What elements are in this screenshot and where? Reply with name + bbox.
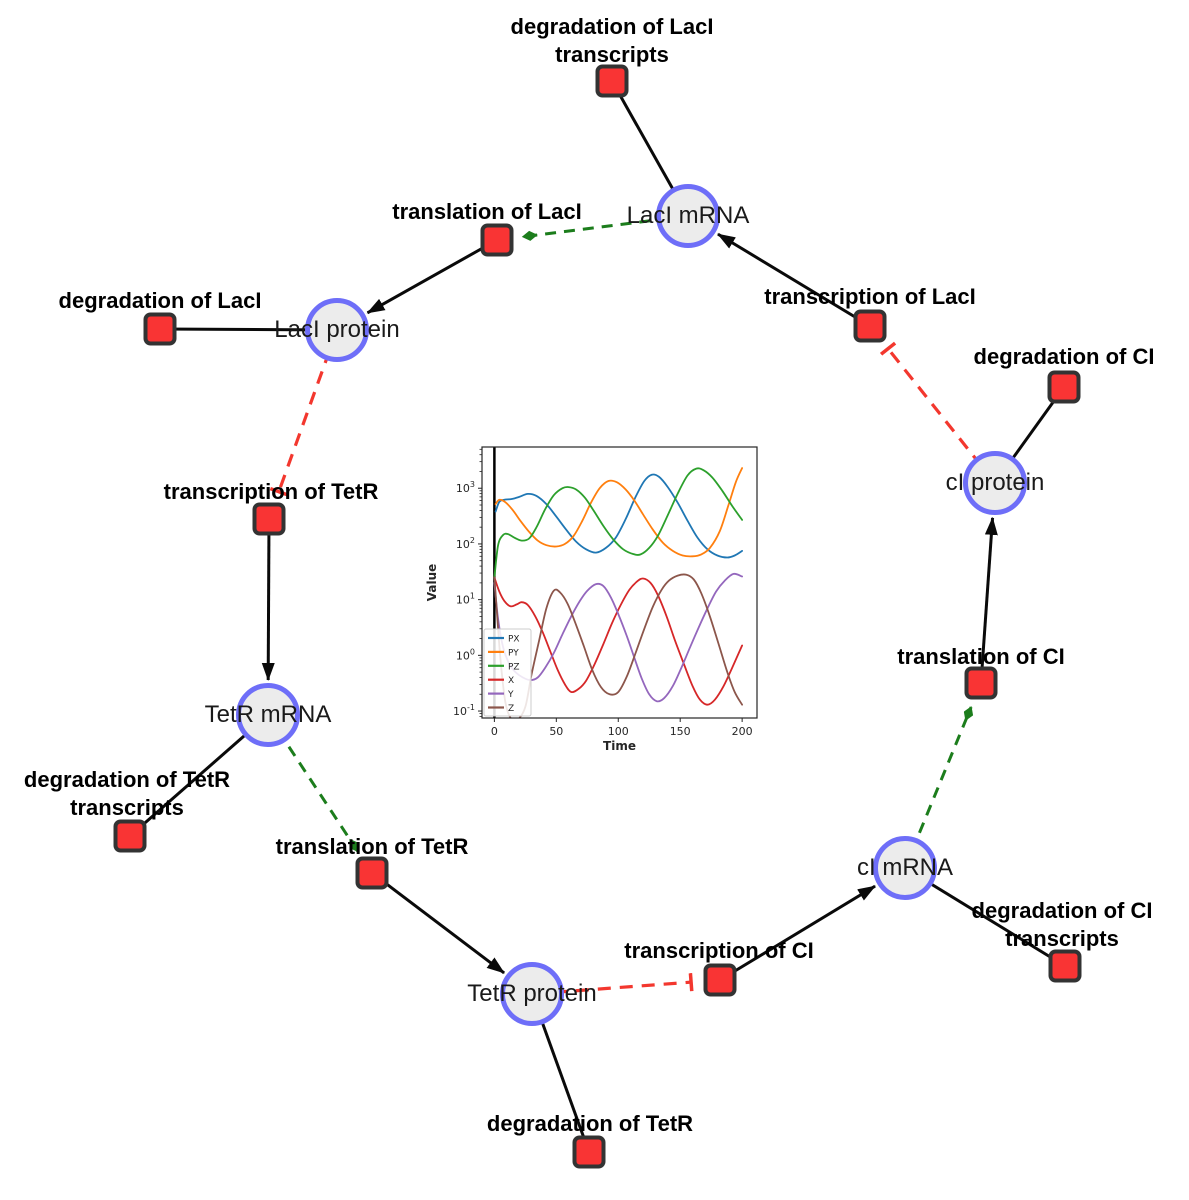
- series-PZ: [493, 467, 743, 579]
- deg_ci_tx-label-line: degradation of CI: [971, 898, 1153, 923]
- series-X: [493, 576, 743, 706]
- x-tick-label: 50: [549, 725, 563, 738]
- x-axis-title: Time: [603, 739, 636, 753]
- deg_ci-node: [1047, 370, 1081, 404]
- deg_ci-label: degradation of CI: [974, 343, 1155, 371]
- laci_protein-node: [305, 298, 369, 362]
- legend-label: PZ: [508, 662, 520, 672]
- laci_mrna-node: [656, 184, 720, 248]
- tetr_protein-node: [500, 962, 564, 1026]
- tx_laci-label: transcription of LacI: [764, 283, 975, 311]
- ci_protein-node: [963, 451, 1027, 515]
- tetr_mrna-node: [236, 683, 300, 747]
- tetr_protein-label: TetR protein: [467, 980, 597, 1007]
- x-tick-label: 200: [732, 725, 753, 738]
- tx_tetr-label: transcription of TetR: [164, 478, 379, 506]
- deg_laci_tx-label-line: transcripts: [555, 42, 669, 67]
- deg_ci_tx-label-line: transcripts: [1005, 926, 1119, 951]
- deg_tetr_tx-label: degradation of TetR transcripts: [24, 766, 230, 822]
- y-axis-title: Value: [425, 564, 439, 602]
- transl_laci-node: [480, 223, 514, 257]
- deg_ci_tx-node: [1048, 949, 1082, 983]
- series-Y: [493, 572, 743, 703]
- transl_ci-node: [964, 666, 998, 700]
- series-Z: [493, 573, 743, 718]
- deg_tetr_tx-node: [113, 819, 147, 853]
- deg_laci_tx-node: [595, 64, 629, 98]
- deg_tetr-node: [572, 1135, 606, 1169]
- deg_laci_tx-label-line: degradation of LacI: [510, 14, 714, 39]
- chart-legend: PX PY PZ XYZ: [483, 628, 532, 717]
- inset-chart: 0 50 100 150 20010-1100101102103TimeValuePXP…: [425, 446, 758, 753]
- deg_laci_tx-label: degradation of LacI transcripts: [511, 13, 714, 69]
- edge-product-tx_ci-ci_mrna: [719, 884, 876, 982]
- y-tick-label: 101: [456, 592, 475, 607]
- y-tick-label: 103: [456, 480, 475, 495]
- x-tick-label: 150: [670, 725, 691, 738]
- tetr_mrna-label: TetR mRNA: [204, 701, 332, 728]
- transl_tetr-node: [355, 856, 389, 890]
- tx_laci-node: [853, 309, 887, 343]
- deg_ci_tx-label: degradation of CI transcripts: [972, 897, 1153, 953]
- edge-product-tx_laci-laci_mrna: [717, 232, 871, 328]
- ci_protein-label: cI protein: [945, 469, 1045, 496]
- y-tick-label: 100: [456, 647, 475, 662]
- transl_tetr-label-line: translation of TetR: [275, 834, 469, 859]
- deg_ci-label-line: degradation of CI: [973, 344, 1155, 369]
- x-tick-label: 100: [608, 725, 629, 738]
- tx_ci-node: [703, 963, 737, 997]
- transl_tetr-label: translation of TetR: [276, 833, 469, 861]
- ci_mrna-node: [873, 836, 937, 900]
- tx_ci-label: transcription of CI: [624, 937, 813, 965]
- deg_laci-node: [143, 312, 177, 346]
- transl_ci-label: translation of CI: [897, 643, 1064, 671]
- deg_tetr_tx-label-line: transcripts: [70, 795, 184, 820]
- deg_tetr-label: degradation of TetR: [487, 1110, 693, 1138]
- edge-product-transl_ci-ci_protein: [979, 516, 998, 684]
- edge-product-transl_tetr-tetr_protein: [371, 871, 505, 975]
- tx_laci-label-line: transcription of LacI: [764, 284, 976, 309]
- deg_tetr-label-line: degradation of TetR: [486, 1111, 694, 1136]
- laci_protein-label: LacI protein: [274, 316, 400, 343]
- tx_tetr-node: [252, 502, 286, 536]
- chart-series-group: [493, 447, 743, 718]
- ci_mrna-label: cI mRNA: [857, 854, 953, 881]
- deg_tetr_tx-label-line: degradation of TetR: [23, 767, 231, 792]
- deg_laci-label: degradation of LacI: [59, 287, 262, 315]
- series-PY: [494, 467, 743, 558]
- series-PX: [494, 473, 743, 559]
- legend-label: X: [508, 676, 514, 686]
- legend-label: PY: [508, 648, 519, 658]
- tx_ci-label-line: transcription of CI: [624, 938, 814, 963]
- x-tick-label: 0: [491, 725, 498, 738]
- edges-group: [129, 80, 1066, 1153]
- legend-label: PX: [508, 635, 520, 645]
- y-tick-label: 10-1: [453, 703, 475, 718]
- transl_laci-label-line: translation of LacI: [392, 199, 582, 224]
- edge-product-transl_laci-laci_protein: [366, 238, 498, 315]
- legend-label: Y: [507, 690, 514, 700]
- edge-product-tx_tetr-tetr_mrna: [261, 518, 275, 682]
- transl_ci-label-line: translation of CI: [897, 644, 1065, 669]
- transl_laci-label: translation of LacI: [392, 198, 581, 226]
- y-tick-label: 102: [456, 536, 475, 551]
- legend-label: Z: [508, 704, 514, 714]
- deg_laci-label-line: degradation of LacI: [58, 288, 262, 313]
- tx_tetr-label-line: transcription of TetR: [163, 479, 379, 504]
- laci_mrna-label: LacI mRNA: [626, 202, 750, 229]
